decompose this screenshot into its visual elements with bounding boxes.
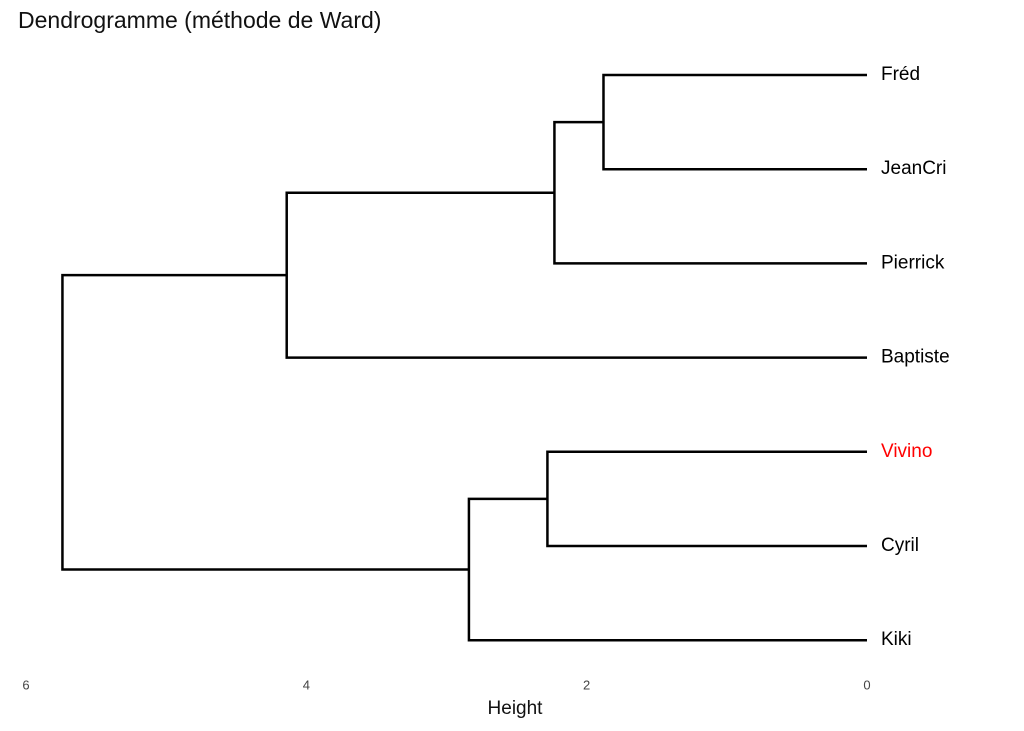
merge-link <box>61 273 469 571</box>
x-tick-label: 6 <box>22 677 29 692</box>
leaf-label: Baptiste <box>881 347 950 368</box>
leaf-label: Kiki <box>881 629 912 650</box>
x-tick-label: 2 <box>583 677 590 692</box>
merge-link <box>546 450 867 548</box>
leaf-label: JeanCri <box>881 158 946 179</box>
x-tick-label: 0 <box>863 677 870 692</box>
leaf-label: Fréd <box>881 64 920 85</box>
chart-title: Dendrogramme (méthode de Ward) <box>18 7 381 33</box>
leaf-label: Vivino <box>881 441 932 462</box>
leaf-label: Cyril <box>881 535 919 556</box>
merge-link <box>602 73 867 171</box>
x-axis-label: Height <box>488 698 544 719</box>
x-tick-label: 4 <box>303 677 310 692</box>
merge-link <box>553 120 867 265</box>
merge-link <box>285 191 867 359</box>
merge-link <box>467 497 867 642</box>
leaf-label: Pierrick <box>881 252 945 273</box>
